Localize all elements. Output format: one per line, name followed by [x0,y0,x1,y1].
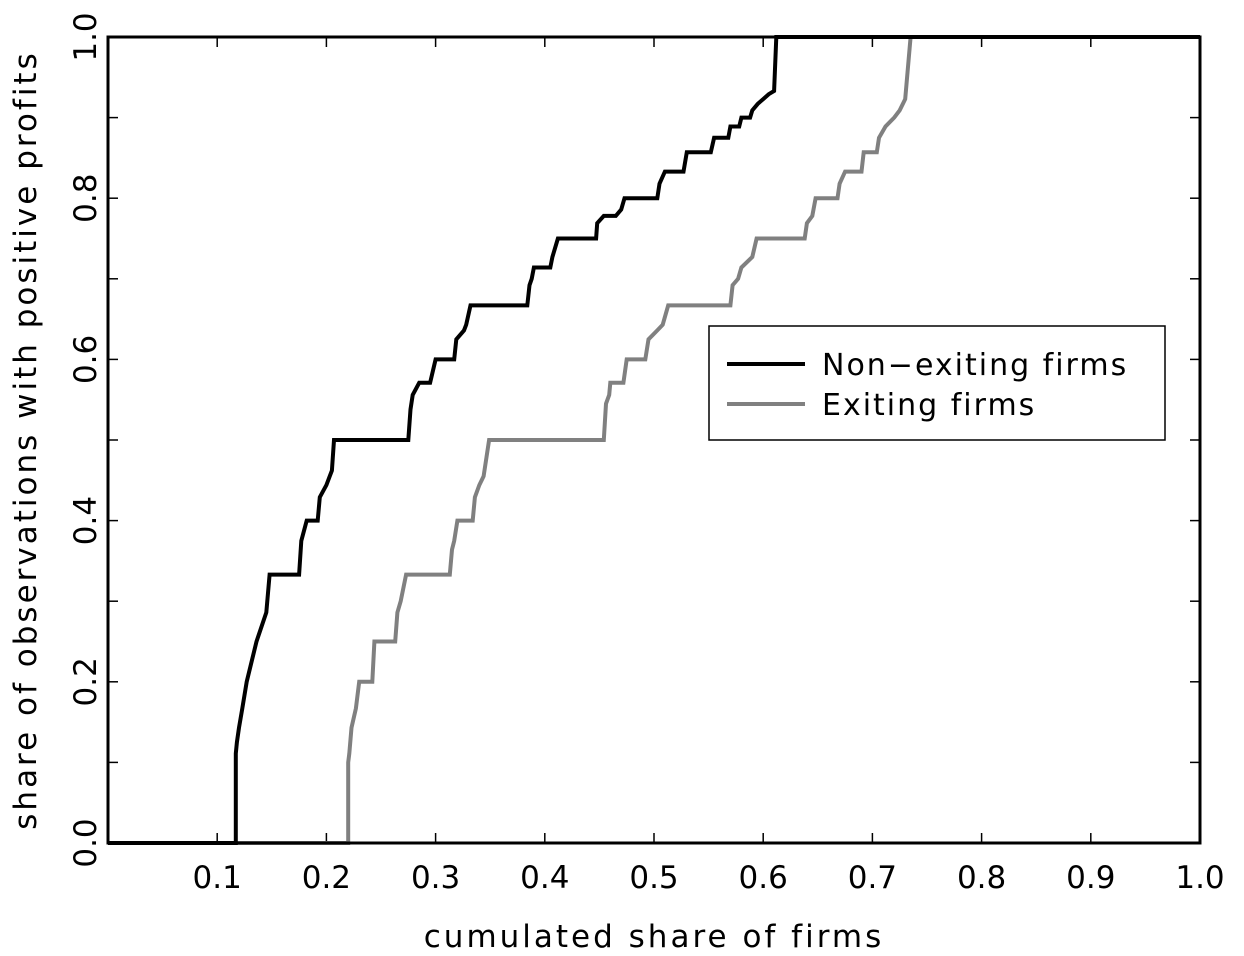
x-tick-label: 0.6 [739,860,788,896]
axis-ticks [108,37,1200,843]
y-axis-title: share of observations with positive prof… [8,50,44,829]
x-tick-label: 0.3 [411,860,460,896]
x-tick-label: 1.0 [1175,860,1224,896]
x-axis-title: cumulated share of firms [424,919,885,955]
legend-label-exiting: Exiting firms [822,388,1036,423]
legend-label-non-exiting: Non−exiting firms [822,348,1128,383]
x-tick-label: 0.1 [193,860,242,896]
x-tick-label: 0.4 [520,860,569,896]
y-tick-label: 0.8 [68,174,104,223]
x-tick-label: 0.5 [629,860,678,896]
y-tick-label: 0.0 [68,818,104,867]
y-tick-label: 0.6 [68,335,104,384]
y-tick-label: 0.2 [68,657,104,706]
legend-box [708,325,1166,441]
x-tick-labels: 0.1 0.2 0.3 0.4 0.5 0.6 0.7 0.8 0.9 1.0 [193,860,1225,896]
x-tick-label: 0.2 [302,860,351,896]
y-tick-labels: 0.0 0.2 0.4 0.6 0.8 1.0 [68,12,104,867]
y-tick-label: 0.4 [68,496,104,545]
x-tick-label: 0.7 [848,860,897,896]
x-tick-label: 0.9 [1066,860,1115,896]
y-tick-label: 1.0 [68,12,104,61]
series-layer [108,35,1200,845]
x-tick-label: 0.8 [957,860,1006,896]
series-line-exiting [108,35,1200,845]
series-line-non-exiting [108,35,1200,845]
legend: Non−exiting firms Exiting firms [708,325,1166,441]
plot-frame [106,35,1202,845]
